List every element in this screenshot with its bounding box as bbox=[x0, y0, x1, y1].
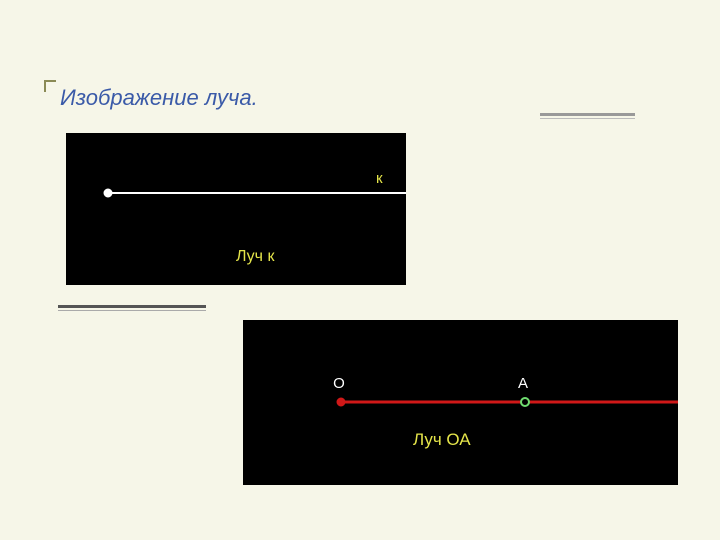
svg-text:Луч к: Луч к bbox=[236, 248, 275, 265]
slide-title: Изображение луча. bbox=[60, 85, 258, 111]
ray-panel-1: к Луч к bbox=[66, 133, 406, 285]
ray-diagram-1: к Луч к bbox=[66, 133, 406, 285]
title-underline bbox=[540, 113, 635, 119]
svg-text:к: к bbox=[376, 170, 383, 187]
ray-panel-2: O A Луч ОА bbox=[243, 320, 678, 485]
svg-text:A: A bbox=[518, 375, 528, 392]
svg-text:O: O bbox=[333, 375, 345, 392]
svg-text:Луч ОА: Луч ОА bbox=[413, 430, 471, 449]
corner-ornament bbox=[44, 80, 56, 92]
side-rule bbox=[58, 305, 206, 311]
ray-diagram-2: O A Луч ОА bbox=[243, 320, 678, 485]
